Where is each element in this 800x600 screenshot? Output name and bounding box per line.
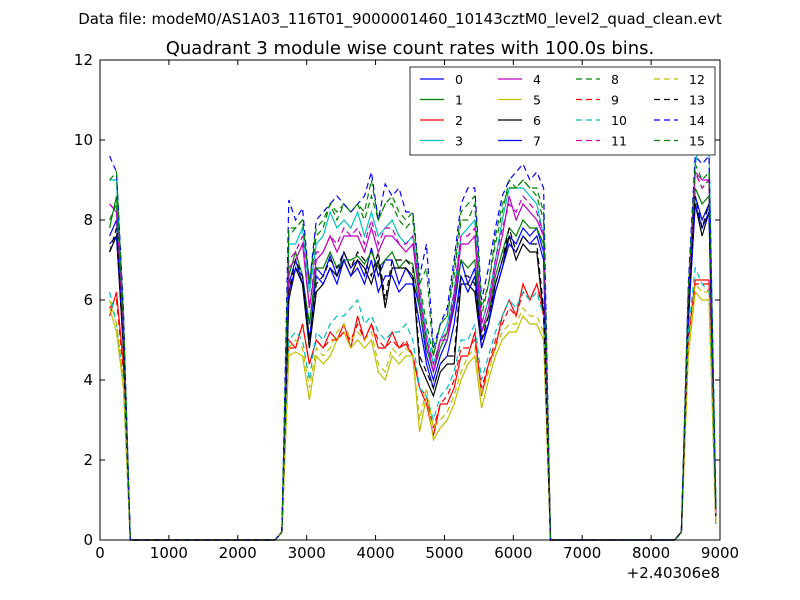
y-tick-label: 2 [83, 451, 93, 469]
legend-label-13: 13 [689, 93, 705, 108]
legend-label-2: 2 [455, 113, 463, 128]
legend-label-7: 7 [533, 134, 541, 149]
y-tick-label: 4 [83, 371, 93, 389]
axes-layer: 0 1000 2000 3000 4000 5000 6000 7000 8000 9000 0 2 4… [74, 51, 739, 562]
x-tick-label: 8000 [632, 544, 670, 562]
legend-label-9: 9 [611, 93, 619, 108]
x-tick-label: 1000 [150, 544, 188, 562]
x-tick-label: 4000 [356, 544, 394, 562]
legend-label-12: 12 [689, 72, 705, 87]
y-tick-label: 10 [74, 131, 93, 149]
x-offset-label: +2.40306e8 [627, 564, 720, 582]
y-tick-label: 0 [83, 531, 93, 549]
legend-label-10: 10 [611, 113, 627, 128]
legend-label-4: 4 [533, 72, 541, 87]
legend-label-1: 1 [455, 93, 463, 108]
legend-label-0: 0 [455, 72, 463, 87]
x-tick-label: 0 [95, 544, 105, 562]
y-tick-label: 8 [83, 211, 93, 229]
legend-label-11: 11 [611, 134, 627, 149]
chart-title: Quadrant 3 module wise count rates with … [166, 38, 655, 59]
x-tick-label: 3000 [288, 544, 326, 562]
x-tick-label: 5000 [425, 544, 463, 562]
legend-label-14: 14 [689, 113, 705, 128]
series-line-13 [109, 195, 717, 541]
y-tick-label: 6 [83, 291, 93, 309]
y-tick-label: 12 [74, 51, 93, 69]
legend-label-8: 8 [611, 72, 619, 87]
legend-label-6: 6 [533, 113, 541, 128]
legend-label-15: 15 [689, 134, 705, 149]
x-tick-label: 7000 [563, 544, 601, 562]
legend-label-5: 5 [533, 93, 541, 108]
legend-label-3: 3 [455, 134, 463, 149]
x-tick-label: 6000 [494, 544, 532, 562]
x-tick-label: 2000 [219, 544, 257, 562]
x-tick-label: 9000 [701, 544, 739, 562]
figure-suptitle: Data file: modeM0/AS1A03_116T01_90000014… [78, 10, 722, 29]
